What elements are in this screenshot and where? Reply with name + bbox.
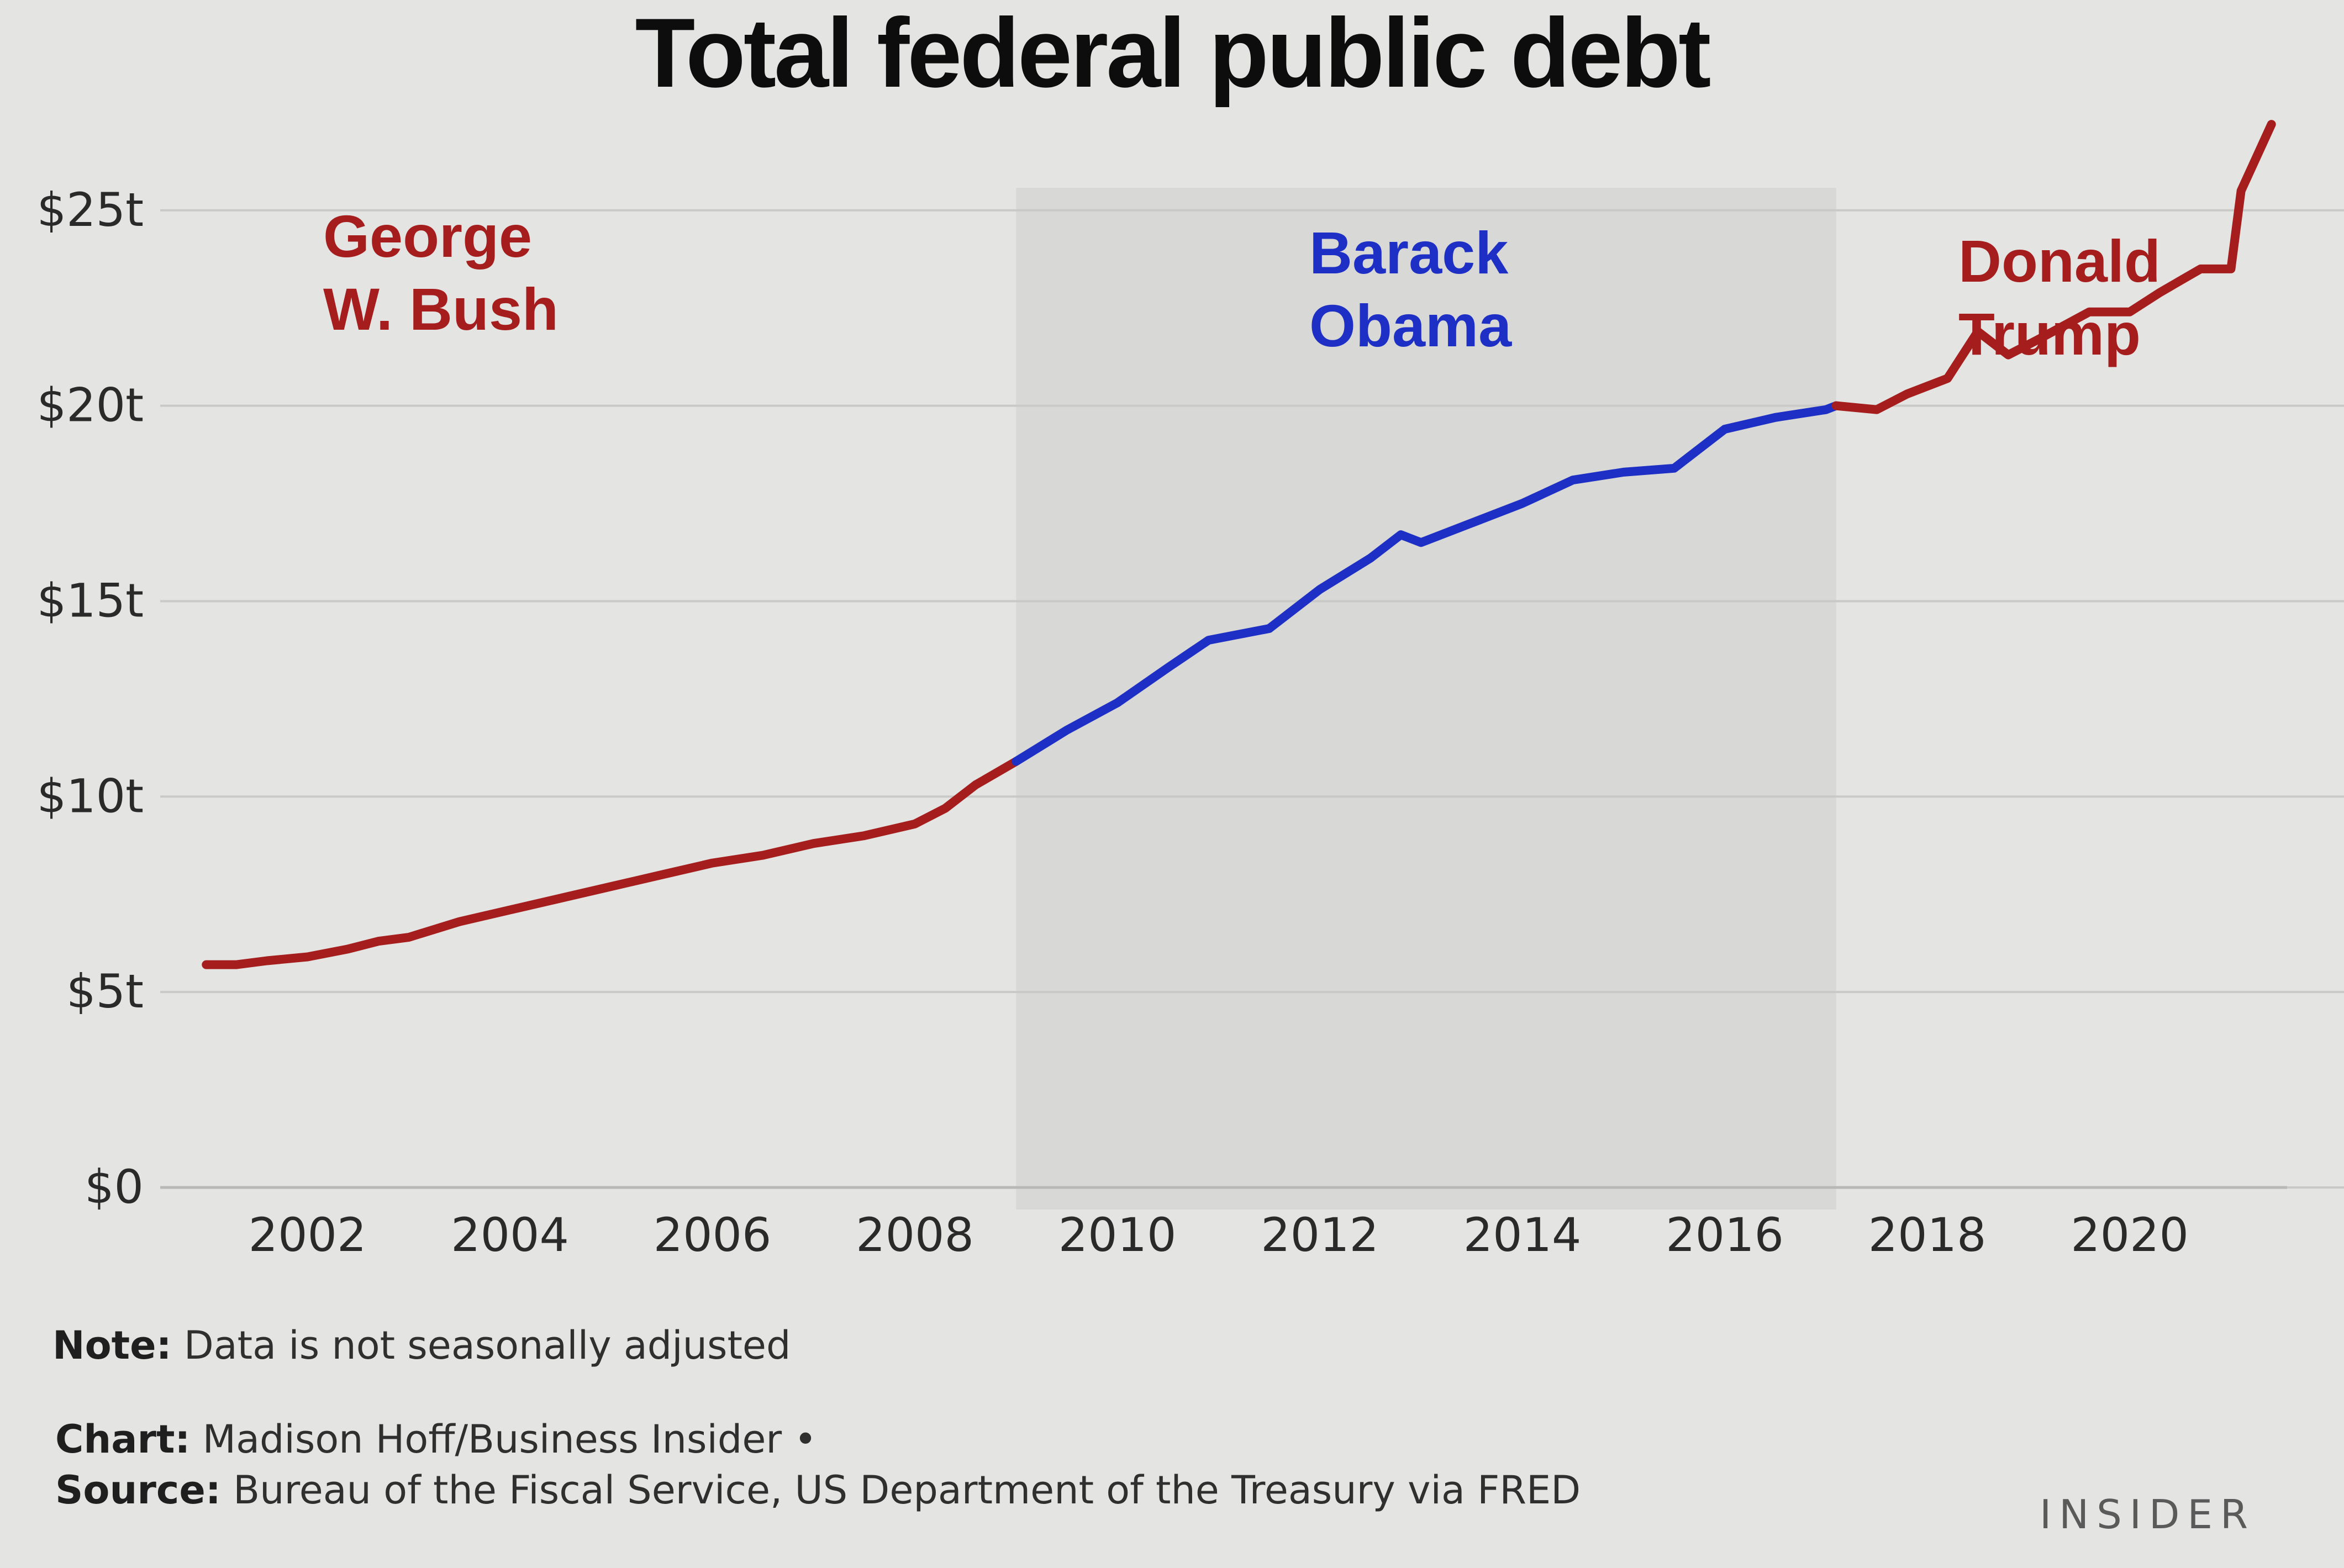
x-tick-label-7: 2016 [1666, 1208, 1784, 1262]
note-text: Data is not seasonally adjusted [171, 1323, 791, 1368]
grid-layer [160, 209, 2344, 1189]
series-line-2 [1831, 120, 2276, 414]
source-text: Bureau of the Fiscal Service, US Departm… [220, 1467, 1581, 1513]
note-label: Note: [52, 1323, 172, 1368]
y-axis: $0 $5t $10t $15t $20t $25t [37, 183, 144, 1214]
chart-title: Total federal public debt [635, 0, 1711, 108]
y-tick-label-4: $20t [37, 378, 144, 432]
series-line-0 [202, 757, 1021, 969]
y-tick-label-0: $0 [85, 1160, 144, 1214]
insider-logo: INSIDER [2040, 1491, 2256, 1538]
annotation-0-line-1: W. Bush [323, 276, 559, 342]
x-tick-label-4: 2010 [1058, 1208, 1177, 1262]
y-tick-label-5: $25t [37, 183, 144, 237]
x-tick-label-1: 2004 [451, 1208, 569, 1262]
annotation-1-line-0: Barack [1309, 219, 1509, 286]
annotation-2-line-1: Trump [1958, 300, 2141, 367]
source-credit: Source: Bureau of the Fiscal Service, US… [55, 1465, 1581, 1516]
x-tick-label-6: 2014 [1463, 1208, 1582, 1262]
footer-credit: Chart: Madison Hoff/Business Insider • S… [55, 1414, 1581, 1516]
y-tick-label-2: $10t [37, 769, 144, 823]
shaded-span-layer [1016, 188, 1836, 1210]
annotation-1-line-1: Obama [1309, 292, 1512, 359]
y-tick-label-1: $5t [66, 964, 144, 1018]
series-layer [202, 120, 2276, 969]
x-tick-label-9: 2020 [2071, 1208, 2189, 1262]
annotation-2-line-0: Donald [1958, 228, 2161, 294]
x-tick-label-5: 2012 [1261, 1208, 1379, 1262]
x-tick-label-2: 2006 [654, 1208, 772, 1262]
footer-note: Note: Data is not seasonally adjusted [52, 1323, 791, 1368]
chart-credit: Chart: Madison Hoff/Business Insider • [55, 1414, 1581, 1465]
chart-credit-label: Chart: [55, 1417, 191, 1462]
x-tick-label-3: 2008 [856, 1208, 974, 1262]
chart-credit-text: Madison Hoff/Business Insider • [190, 1417, 817, 1462]
y-tick-label-3: $15t [37, 573, 144, 627]
shaded-span-0 [1016, 188, 1836, 1210]
x-tick-label-0: 2002 [249, 1208, 367, 1262]
annotation-0-line-0: George [323, 203, 532, 270]
series-line-1 [1012, 401, 1841, 766]
source-label: Source: [55, 1467, 221, 1513]
x-axis: 2002 2004 2006 2008 2010 2012 2014 2016 2018 2020 [249, 1208, 2189, 1262]
x-tick-label-8: 2018 [1868, 1208, 1987, 1262]
